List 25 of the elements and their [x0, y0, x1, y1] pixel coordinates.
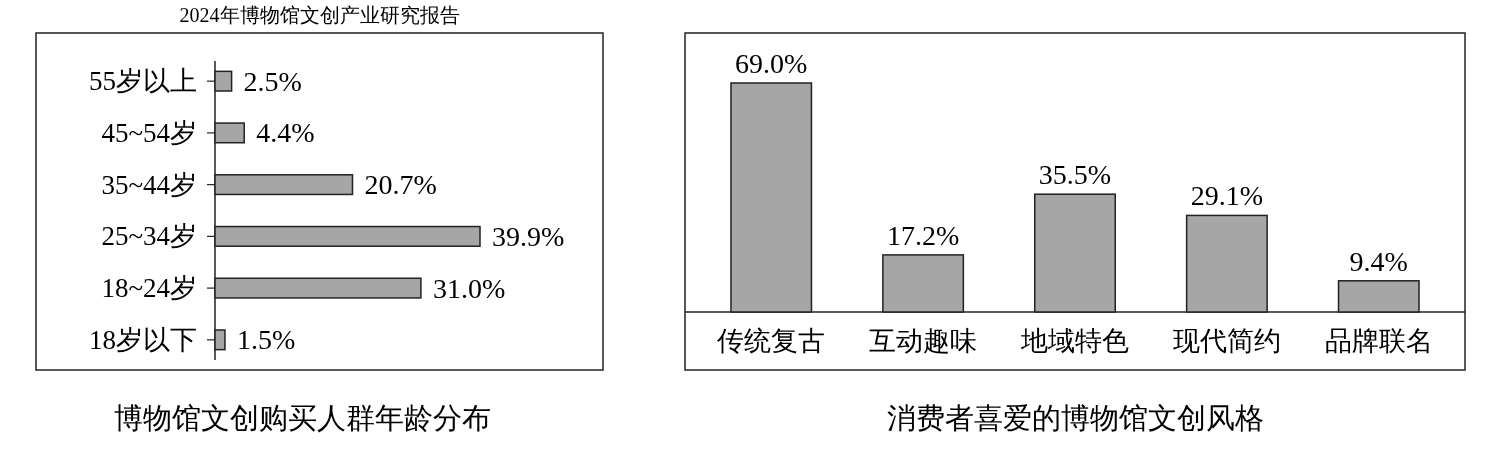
data-label: 29.1% — [1190, 180, 1264, 212]
x-tick-label: 互动趣味 — [869, 326, 978, 356]
x-tick-label: 现代简约 — [1172, 326, 1281, 356]
text: 2024年博物馆文创产业研究报告 — [179, 4, 460, 26]
y-tick-label: 18岁以下 — [89, 324, 197, 355]
x-tick-label: 传统复古 — [717, 326, 826, 356]
data-label: 2.5% — [243, 65, 302, 97]
y-tick-label: 25~34岁 — [101, 221, 197, 252]
text: 消费者喜爱的博物馆文创风格 — [886, 402, 1264, 434]
data-label: 39.9% — [492, 220, 565, 252]
text: 博物馆文创购买人群年龄分布 — [114, 402, 491, 434]
data-label: 31.0% — [432, 272, 506, 304]
y-tick-label: 55岁以上 — [89, 66, 197, 97]
x-tick-label: 品牌联名 — [1324, 326, 1433, 356]
data-label: 9.4% — [1349, 245, 1408, 277]
y-tick-label: 35~44岁 — [101, 169, 197, 200]
data-label: 17.2% — [886, 219, 960, 251]
data-label: 1.5% — [236, 324, 296, 356]
y-tick-label: 18~24岁 — [101, 273, 197, 304]
x-tick-label: 地域特色 — [1020, 326, 1129, 356]
data-label: 69.0% — [735, 48, 808, 79]
data-label: 20.7% — [364, 169, 437, 201]
data-label: 4.4% — [256, 117, 315, 149]
data-label: 35.5% — [1038, 159, 1112, 191]
y-tick-label: 45~54岁 — [101, 117, 197, 148]
